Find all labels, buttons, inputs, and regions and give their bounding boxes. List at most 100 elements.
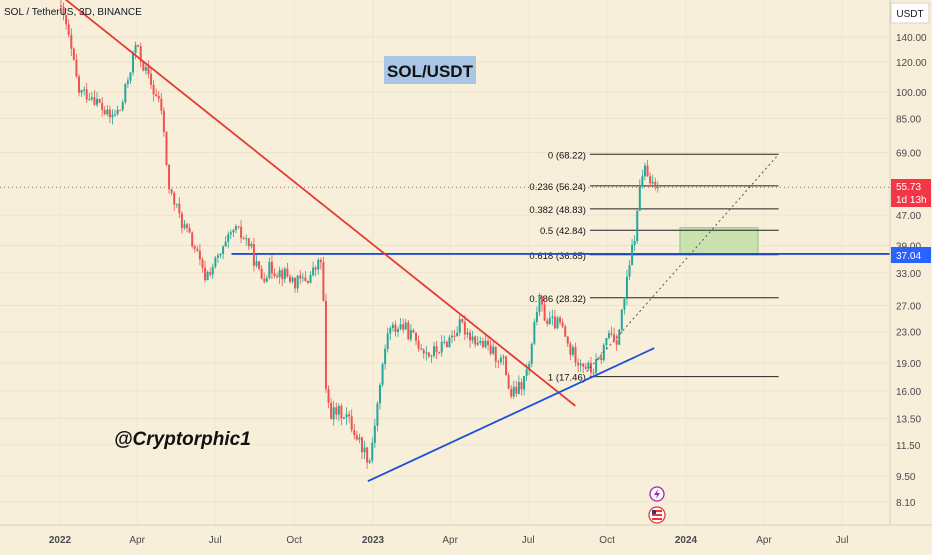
candle-body: [340, 405, 343, 419]
candle-body: [538, 296, 541, 313]
candle-body: [551, 316, 554, 319]
candle-body: [286, 268, 289, 277]
candle-body: [80, 90, 83, 93]
candle-body: [150, 73, 153, 85]
candle-body: [335, 407, 338, 415]
resistance-trendline[interactable]: [63, 0, 576, 407]
candle-body: [579, 363, 582, 366]
candle-body: [201, 259, 204, 268]
candles-layer: [60, 0, 659, 469]
us-flag-event-icon[interactable]: [648, 506, 666, 524]
candle-body: [605, 337, 608, 345]
candle-body: [489, 344, 492, 354]
candle-body: [615, 340, 618, 345]
candle-body: [417, 340, 420, 349]
candle-body: [319, 259, 322, 263]
candle-body: [507, 375, 510, 389]
candle-body: [430, 355, 433, 357]
candle-body: [291, 277, 294, 282]
candle-body: [510, 388, 513, 397]
candle-body: [427, 352, 430, 357]
candle-body: [62, 6, 65, 16]
candle-body: [623, 298, 626, 310]
candle-body: [481, 340, 484, 348]
candle-body: [458, 319, 461, 333]
candle-body: [566, 336, 569, 344]
candle-body: [368, 460, 371, 463]
target-zone[interactable]: [679, 227, 759, 255]
candle-body: [425, 352, 428, 354]
candle-body: [633, 240, 636, 245]
candle-body: [353, 430, 356, 436]
candle-body: [108, 109, 111, 118]
lightning-event-icon[interactable]: [649, 486, 665, 502]
candle-body: [643, 165, 646, 177]
candle-body: [628, 265, 631, 277]
support-trendline[interactable]: [367, 347, 655, 483]
candle-body: [103, 109, 106, 115]
candle-body: [530, 343, 533, 364]
candle-body: [492, 346, 495, 354]
chart-grid: [0, 36, 890, 503]
candle-body: [265, 278, 268, 282]
candle-body: [88, 99, 91, 101]
projection-dotted-line[interactable]: [586, 154, 779, 373]
candle-body: [283, 268, 286, 280]
candle-body: [546, 320, 549, 324]
candle-body: [332, 407, 335, 420]
candle-body: [420, 348, 423, 350]
candle-body: [548, 318, 551, 324]
candle-body: [268, 261, 271, 279]
candle-body: [175, 203, 178, 205]
time-tick-label: Jul: [209, 535, 222, 546]
candle-body: [330, 402, 333, 420]
candle-body: [170, 189, 173, 193]
price-tick-label: 8.10: [896, 498, 916, 509]
candle-body: [607, 333, 610, 338]
last-price-badge-box: [891, 179, 931, 207]
candle-body: [191, 232, 194, 247]
candle-body: [348, 414, 351, 417]
candle-body: [281, 270, 284, 280]
time-tick-label: Jul: [836, 535, 849, 546]
candle-body: [152, 84, 155, 95]
candle-body: [559, 317, 562, 323]
candle-body: [155, 94, 158, 97]
candle-body: [574, 347, 577, 363]
candle-body: [322, 262, 325, 301]
candle-body: [404, 322, 407, 330]
candle-body: [255, 261, 258, 266]
currency-badge-box[interactable]: [890, 2, 930, 24]
candle-body: [456, 332, 459, 337]
candle-body: [209, 271, 212, 275]
time-tick-label: 2024: [675, 535, 698, 546]
candle-body: [433, 346, 436, 356]
candle-body: [327, 388, 330, 403]
drawing-layer-back: 0 (68.22) 0.236 (56.24) 0.382 (48.83) 0.5 (…: [0, 150, 890, 384]
candle-body: [304, 277, 307, 281]
price-tick-label: 140.00: [896, 33, 927, 44]
candle-body: [270, 261, 273, 274]
candle-body: [173, 192, 176, 205]
time-scale[interactable]: 2022 Apr Jul Oct 2023 Apr Jul Oct 2024 Apr Jul: [0, 524, 932, 546]
candle-body: [345, 414, 348, 418]
time-tick-label: Apr: [756, 535, 772, 546]
candle-body: [101, 102, 104, 110]
candle-body: [299, 275, 302, 279]
candle-body: [584, 366, 587, 369]
candle-body: [196, 248, 199, 251]
candle-body: [111, 114, 114, 118]
fib-level-label: 0.5 (42.84): [540, 226, 586, 237]
candle-body: [422, 349, 425, 354]
candle-body: [443, 341, 446, 343]
candle-body: [193, 246, 196, 249]
candle-body: [448, 337, 451, 348]
fib-level-label: 0.382 (48.83): [529, 205, 586, 216]
candle-body: [119, 109, 122, 111]
candle-body: [461, 319, 464, 323]
candle-body: [561, 322, 564, 327]
candle-body: [541, 296, 544, 305]
candle-body: [137, 44, 140, 47]
